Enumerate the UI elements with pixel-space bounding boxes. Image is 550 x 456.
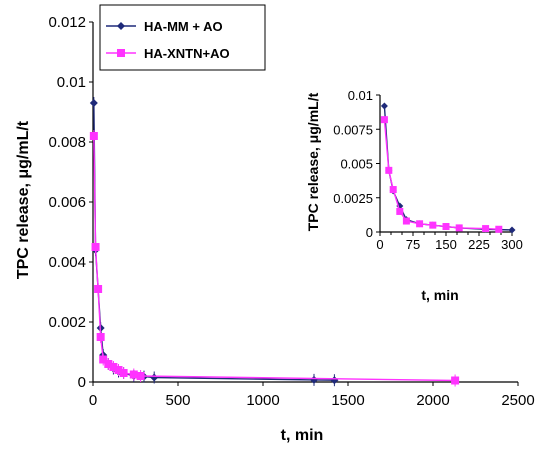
- data-point: [114, 366, 123, 374]
- x-tick-label: 2000: [416, 392, 449, 409]
- main-chart: 0 0.002 0.004 0.006 0.008 0.01 0.012 0 500 1000 15…: [15, 14, 535, 444]
- y-axis-label: TPC release, μg/mL/t: [305, 92, 321, 231]
- x-axis-label: t, min: [421, 287, 458, 303]
- legend-marker: [117, 22, 125, 30]
- x-tick-label: 0: [376, 237, 383, 252]
- x-tick-label: 150: [435, 237, 457, 252]
- x-axis-label: t, min: [281, 427, 324, 444]
- series-ha-xntn-ao: [89, 130, 460, 387]
- x-tick-label: 500: [165, 392, 190, 409]
- data-point: [310, 375, 318, 384]
- series-ha-xntn-ao: [380, 116, 503, 233]
- y-tick-label: 0: [366, 225, 373, 240]
- data-point: [385, 166, 393, 174]
- data-point: [330, 376, 339, 385]
- data-point: [91, 243, 100, 251]
- data-point: [442, 223, 450, 231]
- y-tick-label: 0.0025: [333, 191, 373, 206]
- data-point: [94, 285, 103, 293]
- data-point: [119, 369, 128, 377]
- x-tick-label: 2500: [501, 392, 534, 409]
- y-tick-label: 0.005: [340, 157, 373, 172]
- y-tick-label: 0.002: [48, 314, 86, 331]
- y-tick-label: 0.0075: [333, 122, 373, 137]
- series-line: [93, 135, 456, 382]
- data-point: [416, 220, 424, 228]
- data-point: [150, 373, 159, 382]
- data-point: [104, 360, 113, 368]
- data-point: [136, 372, 145, 380]
- y-tick-label: 0.01: [57, 74, 86, 91]
- x-tick-label: 225: [468, 237, 490, 252]
- y-tick-label: 0.012: [48, 14, 86, 31]
- data-point: [451, 376, 460, 385]
- data-point: [96, 333, 105, 341]
- data-point: [129, 370, 138, 379]
- legend-label: HA-XNTN+AO: [144, 46, 230, 61]
- legend-label: HA-MM + AO: [144, 19, 223, 34]
- inset-chart: 0 0.0025 0.005 0.0075 0.01 0 75 150 225 300 t, min…: [305, 88, 523, 303]
- data-point: [396, 207, 404, 215]
- series-ha-mm-ao: [89, 97, 339, 387]
- y-tick-label: 0: [78, 374, 86, 391]
- data-point: [495, 225, 503, 233]
- x-tick-label: 300: [501, 237, 523, 252]
- data-point: [482, 225, 490, 233]
- series-line: [383, 105, 513, 231]
- data-point: [402, 217, 410, 225]
- series-line: [93, 102, 335, 381]
- y-axis-label: TPC release, μg/mL/t: [15, 120, 32, 279]
- y-tick-label: 0.004: [48, 254, 86, 271]
- legend: HA-MM + AO HA-XNTN+AO: [99, 4, 266, 71]
- data-point: [429, 221, 437, 229]
- data-point: [89, 132, 98, 140]
- x-tick-label: 1500: [331, 392, 364, 409]
- data-point: [380, 116, 388, 124]
- data-point: [508, 226, 516, 234]
- data-point: [99, 355, 108, 364]
- data-point: [89, 99, 98, 107]
- data-point: [389, 186, 397, 194]
- data-point: [455, 224, 463, 232]
- x-tick-label: 0: [89, 392, 97, 409]
- y-tick-label: 0.01: [348, 88, 373, 103]
- data-point: [380, 102, 388, 110]
- y-tick-label: 0.008: [48, 134, 86, 151]
- x-tick-label: 1000: [246, 392, 279, 409]
- data-point: [109, 363, 118, 371]
- legend-marker: [117, 49, 125, 57]
- y-tick-label: 0.006: [48, 194, 86, 211]
- x-tick-label: 75: [406, 237, 420, 252]
- legend-box: [99, 4, 266, 71]
